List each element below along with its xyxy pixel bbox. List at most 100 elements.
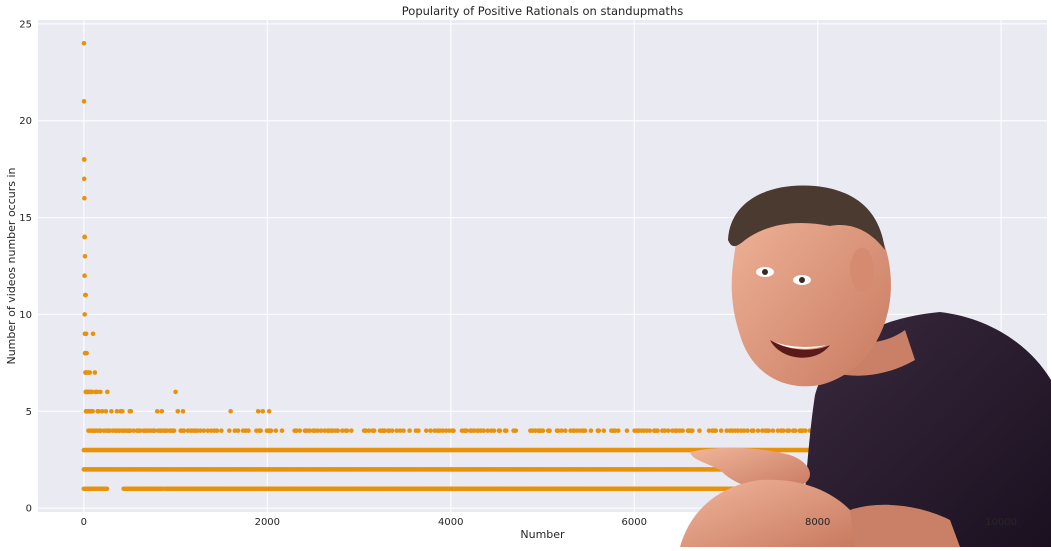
data-point [181,428,187,433]
data-point [751,428,756,433]
chart-title: Popularity of Positive Rationals on stan… [402,4,683,18]
data-point [786,428,792,433]
x-tick-label: 6000 [622,517,647,528]
data-point [159,408,165,414]
data-point [227,428,232,433]
data-point [318,428,324,433]
data-point [612,428,618,433]
data-point [423,428,429,433]
data-point [394,428,400,433]
data-point [279,428,285,433]
x-axis-label: Number [520,528,565,541]
y-tick-label: 5 [26,407,32,418]
data-point [428,428,433,433]
data-point [335,428,341,433]
data-point [180,408,186,414]
data-point [246,428,251,433]
data-point [90,408,95,414]
data-point [81,176,87,182]
data-point [94,389,100,395]
data-point [803,428,808,433]
y-tick-label: 0 [26,504,32,515]
y-tick-label: 10 [19,310,32,321]
data-point [340,428,345,433]
teeth-shape [775,342,826,349]
data-point [440,428,446,433]
data-point [84,350,89,356]
data-point [615,428,621,433]
pupil-right [799,277,805,283]
data-point [665,428,671,433]
head-shape [731,192,891,387]
data-point [574,428,580,433]
data-point [87,370,93,375]
data-point [82,195,87,201]
data-point [349,428,354,433]
data-point [624,428,630,433]
data-point [82,254,88,259]
data-point [443,428,449,433]
data-point [152,428,157,433]
data-point [724,428,729,433]
hand-lower [680,479,857,547]
data-point [745,428,750,433]
data-point [397,428,403,433]
data-point [366,428,372,433]
data-point [131,428,136,433]
data-point [127,428,133,433]
data-point [713,428,719,433]
data-point [735,428,741,433]
data-point [92,370,98,375]
data-point [82,312,87,317]
data-point [559,428,564,433]
data-point [689,428,695,433]
data-point [82,234,88,240]
x-tick-label: 2000 [255,517,280,528]
y-tick-label: 15 [19,213,32,224]
data-point [273,428,279,433]
data-point [755,428,761,433]
data-point [82,157,87,162]
data-point [563,428,568,433]
data-point [363,428,369,433]
data-point [120,408,125,414]
arm-lower [850,504,960,547]
y-axis-label: Number of videos number occurs in [5,167,18,364]
data-point [596,428,602,433]
data-point [96,408,101,414]
data-point [258,428,263,433]
data-point [503,428,509,433]
data-point [83,331,89,337]
data-point [315,428,321,433]
data-point [451,428,456,433]
data-point [582,428,588,433]
data-point [128,408,134,414]
data-point [260,408,266,414]
data-point [268,428,274,433]
data-point [103,408,109,414]
data-point [540,428,546,433]
data-point [198,428,203,433]
data-point [154,408,160,414]
data-point [706,428,712,433]
x-tick-label: 10000 [985,517,1017,528]
data-point [775,428,781,433]
data-point [513,428,519,433]
data-point [89,389,95,395]
data-point [481,428,486,433]
data-point [697,428,702,433]
x-tick-label: 0 [81,517,87,528]
data-point [214,428,220,433]
data-point [497,428,503,433]
data-point [294,428,299,433]
data-point [416,428,421,433]
data-point [601,428,607,433]
x-tick-label: 4000 [438,517,463,528]
hand-upper [690,447,811,490]
data-point [655,428,660,433]
tick-labels: 0 2000 4000 6000 8000 10000 0 5 10 15 20 25 [19,19,1017,528]
data-point [680,428,685,433]
data-point [114,408,120,414]
